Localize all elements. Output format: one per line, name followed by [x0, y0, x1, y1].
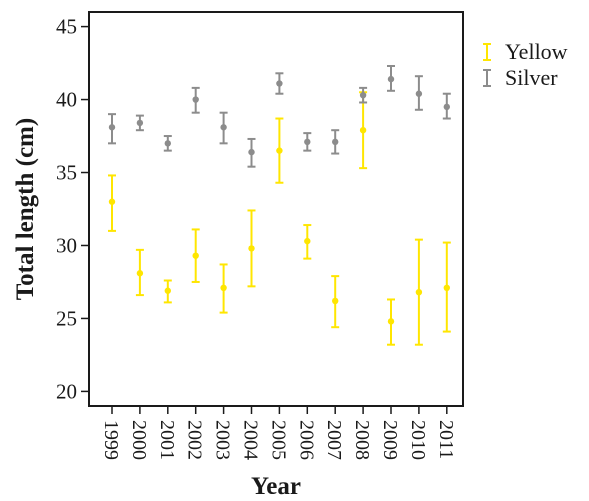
data-point	[220, 284, 227, 291]
y-axis-title: Total length (cm)	[12, 118, 39, 300]
data-point	[108, 124, 116, 131]
x-tick-label: 2007	[323, 420, 345, 460]
data-point	[276, 147, 283, 154]
data-point	[443, 103, 450, 111]
data-point	[192, 252, 199, 259]
x-axis: 1999 2000 2001 2002 2003 2004 2005 2006 2007 2008…	[100, 406, 457, 460]
data-point	[220, 124, 227, 131]
x-tick-label: 2001	[156, 420, 178, 460]
y-tick-label: 25	[56, 306, 77, 330]
data-point	[136, 270, 144, 277]
data-point	[164, 140, 171, 147]
y-tick-label: 30	[56, 233, 77, 257]
data-point	[304, 237, 311, 245]
x-tick-label: 2008	[351, 420, 373, 460]
data-point	[136, 119, 144, 127]
x-tick-label: 2005	[267, 420, 289, 460]
data-point	[387, 318, 395, 325]
x-tick-label: 2009	[379, 420, 401, 460]
y-tick-label: 40	[56, 88, 77, 112]
x-tick-label: 2006	[295, 420, 317, 460]
data-point	[248, 245, 255, 252]
data-point	[304, 138, 311, 146]
x-axis-title: Year	[251, 473, 301, 500]
data-point	[332, 297, 339, 305]
x-tick-label: 2003	[212, 420, 234, 460]
legend-label: Silver	[505, 65, 558, 90]
x-tick-label: 2002	[184, 420, 206, 460]
data-point	[248, 148, 255, 156]
x-tick-label: 2010	[407, 420, 429, 460]
data-point	[387, 75, 395, 83]
series-silver	[108, 64, 451, 168]
y-axis: 20 25 30 35 40 45	[56, 15, 89, 403]
data-point	[164, 287, 171, 294]
data-point	[108, 198, 116, 205]
series-layer	[108, 64, 451, 346]
x-tick-label: 2000	[128, 420, 150, 460]
data-point	[359, 127, 367, 134]
data-point	[359, 91, 367, 99]
data-point	[415, 288, 423, 296]
data-point	[415, 90, 423, 97]
x-tick-label: 2004	[240, 420, 262, 460]
data-point	[443, 284, 450, 291]
plot-frame	[88, 11, 464, 407]
legend-item-yellow: Yellow	[483, 39, 568, 64]
legend-item-silver: Silver	[483, 65, 558, 90]
y-tick-label: 45	[56, 15, 77, 39]
data-point	[276, 80, 283, 87]
data-point	[192, 96, 199, 103]
series-yellow	[108, 91, 451, 346]
x-tick-label: 1999	[100, 420, 122, 460]
x-tick-label: 2011	[435, 420, 457, 459]
data-point	[332, 138, 339, 146]
y-tick-label: 35	[56, 161, 77, 185]
legend-label: Yellow	[505, 39, 568, 64]
y-tick-label: 20	[56, 379, 77, 403]
